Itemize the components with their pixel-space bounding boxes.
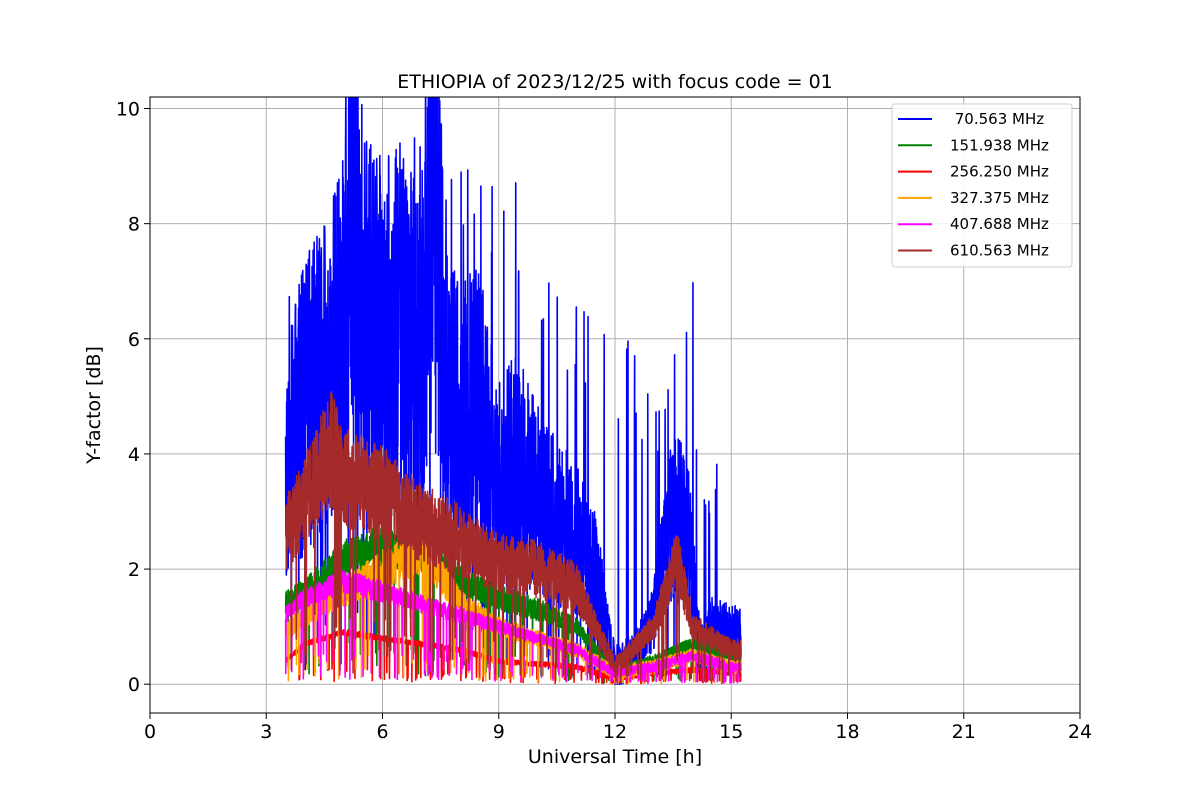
x-tick-label: 6	[376, 721, 388, 743]
x-tick-label: 12	[603, 721, 627, 743]
y-tick-label: 0	[128, 674, 140, 696]
x-tick-label: 24	[1068, 721, 1092, 743]
x-tick-label: 0	[144, 721, 156, 743]
y-tick-label: 10	[116, 99, 140, 121]
x-tick-label: 9	[493, 721, 505, 743]
series-line-4	[284, 569, 742, 685]
y-tick-label: 4	[128, 444, 140, 466]
legend-label: 151.938 MHz	[950, 136, 1049, 154]
x-axis-label: Universal Time [h]	[528, 746, 702, 768]
plot-series	[284, 97, 742, 686]
y-tick-label: 8	[128, 214, 140, 236]
x-axis-ticks: 0 3 6 9 12 15 18 21 24	[144, 713, 1092, 743]
y-tick-label: 6	[128, 329, 140, 351]
legend: 70.563 MHz 151.938 MHz 256.250 MHz 327.375 …	[891, 103, 1073, 268]
legend-label: 327.375 MHz	[950, 189, 1049, 207]
x-tick-label: 3	[260, 721, 272, 743]
legend-label: 610.563 MHz	[950, 242, 1049, 260]
y-axis-label: Y-factor [dB]	[83, 346, 105, 465]
legend-label: 256.250 MHz	[950, 163, 1049, 181]
y-tick-label: 2	[128, 559, 140, 581]
chart-title: ETHIOPIA of 2023/12/25 with focus code =…	[397, 71, 833, 93]
x-tick-label: 18	[835, 721, 859, 743]
series-line-5	[284, 391, 742, 684]
legend-box	[891, 103, 1073, 268]
x-tick-label: 15	[719, 721, 743, 743]
series-line-0	[284, 97, 742, 686]
legend-label: 407.688 MHz	[950, 215, 1049, 233]
y-axis-ticks: 0 2 4 6 8 10	[116, 99, 150, 696]
x-tick-label: 21	[952, 721, 976, 743]
legend-label: 70.563 MHz	[950, 110, 1044, 128]
